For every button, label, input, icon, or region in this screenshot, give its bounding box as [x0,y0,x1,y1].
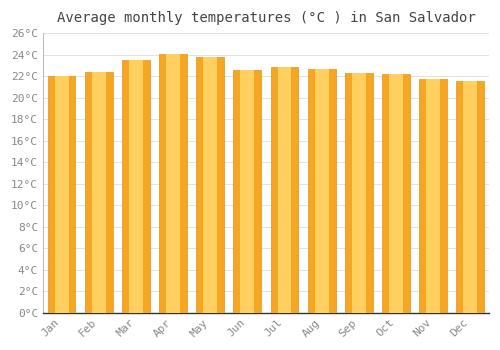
Title: Average monthly temperatures (°C ) in San Salvador: Average monthly temperatures (°C ) in Sa… [56,11,476,25]
Bar [308,69,336,313]
Bar [278,66,291,313]
Bar [456,80,484,313]
Bar [314,69,328,313]
Bar [270,66,298,313]
Bar [419,79,447,313]
Bar [122,60,150,313]
Bar [426,79,440,313]
Bar [129,60,143,313]
Bar [92,72,106,313]
Bar [203,57,217,313]
Bar [240,70,254,313]
Bar [48,76,76,313]
Bar [345,73,373,313]
Bar [159,54,187,313]
Bar [382,74,410,313]
Bar [166,54,180,313]
Bar [196,57,224,313]
Bar [389,74,403,313]
Bar [234,70,262,313]
Bar [85,72,112,313]
Bar [352,73,366,313]
Bar [464,80,477,313]
Bar [54,76,68,313]
